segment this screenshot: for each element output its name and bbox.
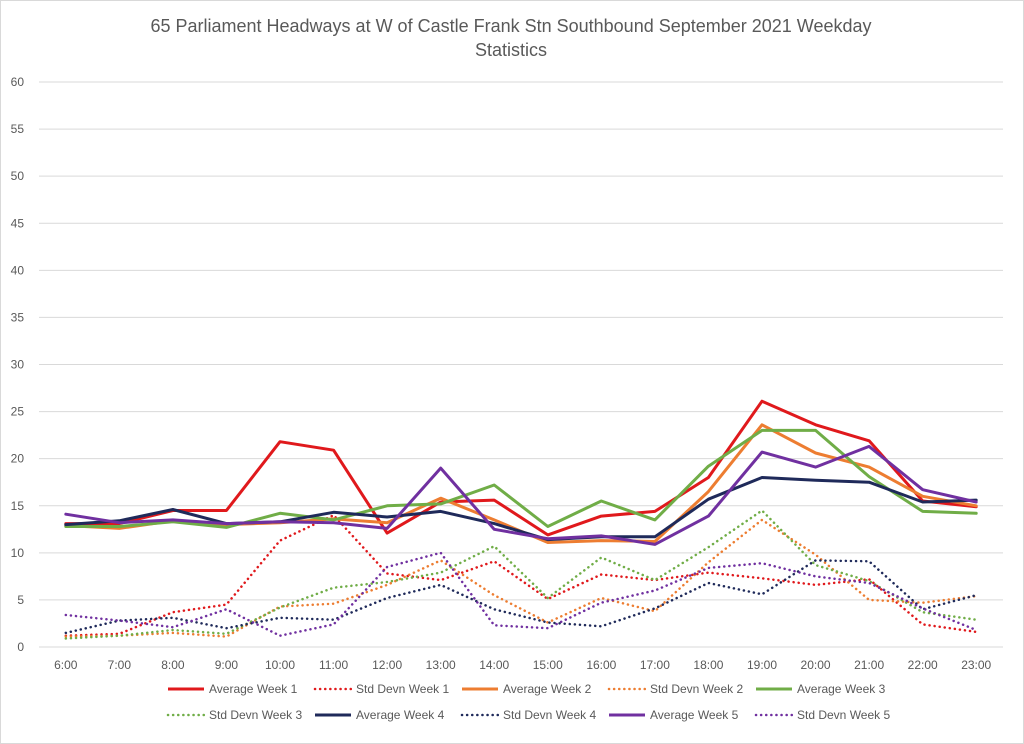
legend-label: Average Week 3	[797, 682, 886, 696]
x-tick-label: 14:00	[479, 658, 509, 672]
series-line-average-week-1	[64, 399, 978, 537]
y-tick-label: 5	[17, 593, 24, 607]
series-line-std-devn-week-2	[64, 518, 978, 638]
x-axis-ticks: 6:00 7:00 8:00 9:00 10:00 11:00 12:00 13:00 14:0…	[54, 658, 991, 672]
y-tick-label: 15	[11, 499, 25, 513]
x-tick-label: 21:00	[854, 658, 884, 672]
x-tick-label: 9:00	[215, 658, 239, 672]
legend-label: Average Week 4	[356, 708, 445, 722]
y-tick-label: 10	[11, 546, 25, 560]
legend-label: Std Devn Week 5	[797, 708, 890, 722]
series-line-std-devn-week-4	[64, 559, 978, 635]
chart-title-line-2: Statistics	[474, 40, 548, 60]
chart-title: 65 Parliament Headways at W of Castle Fr…	[0, 14, 1022, 62]
y-tick-label: 50	[11, 169, 25, 183]
y-tick-label: 20	[11, 452, 25, 466]
series-lines	[64, 399, 978, 640]
x-tick-label: 16:00	[586, 658, 616, 672]
series-line-std-devn-week-1	[64, 513, 978, 637]
y-tick-label: 40	[11, 263, 25, 277]
x-tick-label: 19:00	[747, 658, 777, 672]
y-tick-label: 30	[11, 358, 25, 372]
legend-label: Average Week 1	[209, 682, 298, 696]
y-tick-label: 35	[11, 310, 25, 324]
legend-label: Average Week 5	[650, 708, 739, 722]
y-axis-ticks: 0 5 10 15 20 25 30 35 40 45 50 55 60	[11, 75, 25, 654]
x-tick-label: 11:00	[319, 658, 348, 672]
y-tick-label: 60	[11, 75, 25, 89]
series-line-average-week-3	[64, 428, 978, 529]
y-tick-label: 55	[11, 122, 25, 136]
series-line-average-week-4	[64, 476, 978, 542]
series-line-average-week-5	[64, 444, 978, 546]
x-tick-label: 17:00	[640, 658, 670, 672]
x-tick-label: 22:00	[908, 658, 938, 672]
x-tick-label: 7:00	[108, 658, 132, 672]
x-tick-label: 6:00	[54, 658, 78, 672]
legend: Average Week 1 Std Devn Week 1 Average Wee…	[166, 682, 890, 722]
series-line-std-devn-week-3	[64, 509, 978, 640]
legend-label: Std Devn Week 2	[650, 682, 743, 696]
y-tick-label: 0	[17, 640, 24, 654]
x-tick-label: 23:00	[961, 658, 991, 672]
y-tick-label: 45	[11, 216, 25, 230]
chart-title-line-1: 65 Parliament Headways at W of Castle Fr…	[150, 16, 872, 36]
x-tick-label: 10:00	[265, 658, 295, 672]
legend-label: Average Week 2	[503, 682, 592, 696]
x-tick-label: 15:00	[533, 658, 563, 672]
x-tick-label: 13:00	[426, 658, 456, 672]
y-tick-label: 25	[11, 405, 25, 419]
gridlines	[39, 81, 1003, 648]
legend-label: Std Devn Week 1	[356, 682, 449, 696]
series-line-std-devn-week-5	[64, 551, 978, 637]
x-tick-label: 8:00	[161, 658, 185, 672]
legend-label: Std Devn Week 4	[503, 708, 596, 722]
x-tick-label: 12:00	[372, 658, 402, 672]
x-tick-label: 20:00	[801, 658, 831, 672]
legend-label: Std Devn Week 3	[209, 708, 302, 722]
x-tick-label: 18:00	[693, 658, 723, 672]
